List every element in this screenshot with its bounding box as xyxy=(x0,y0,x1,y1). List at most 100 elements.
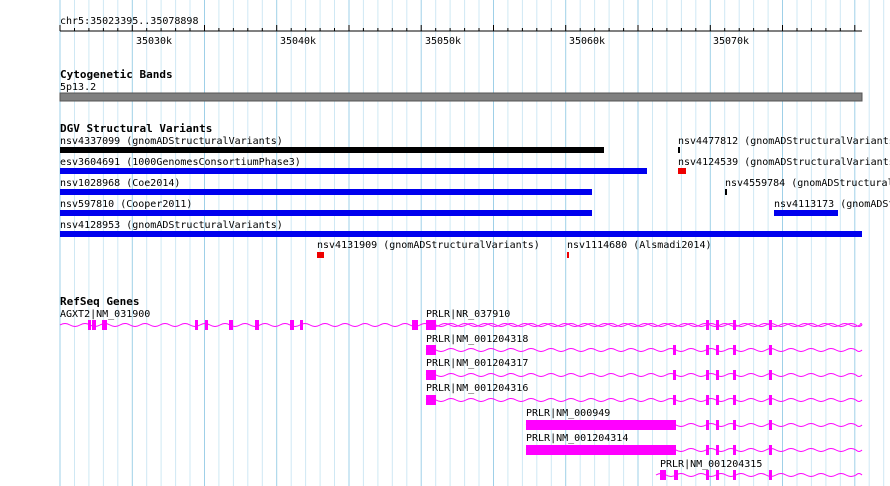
dgv-label-nsv1028968: nsv1028968 (Coe2014) xyxy=(60,178,180,189)
dgv-label-nsv4113173: nsv4113173 (gnomADStructuralVariants) xyxy=(774,199,890,210)
gene-exon xyxy=(88,320,91,330)
gene-exon xyxy=(426,370,436,380)
track-title-dgv: DGV Structural Variants xyxy=(60,122,212,135)
track-refseq-genes[interactable]: RefSeq Genes AGXT2|NM_031900 PRLR|NR_037… xyxy=(59,295,863,480)
gene-exon xyxy=(733,370,736,380)
gene-label-prlr-nm-001204315: PRLR|NM_001204315 xyxy=(660,459,762,470)
gene-exon xyxy=(673,370,676,380)
gene-exon xyxy=(426,320,436,330)
gene-exon xyxy=(706,345,709,355)
dgv-feature-nsv4128953[interactable] xyxy=(60,231,862,237)
ruler-tick-label-35030k: 35030k xyxy=(136,36,172,47)
gene-prlr-nm-000949[interactable] xyxy=(525,420,863,430)
gene-exon xyxy=(673,345,676,355)
ruler-tick-label-35050k: 35050k xyxy=(425,36,461,47)
gene-exon xyxy=(195,320,198,330)
dgv-label-nsv4128953: nsv4128953 (gnomADStructuralVariants) xyxy=(60,220,283,231)
ruler-tick-label-35040k: 35040k xyxy=(280,36,316,47)
dgv-feature-nsv4113173[interactable] xyxy=(774,210,838,216)
gene-exon xyxy=(205,320,208,330)
gene-exon xyxy=(769,320,772,330)
cytoband-5p13-2[interactable] xyxy=(59,92,863,102)
gene-prlr-nm-001204315[interactable] xyxy=(655,470,863,480)
gene-label-prlr-nm-001204316: PRLR|NM_001204316 xyxy=(426,383,528,394)
gene-exon xyxy=(674,470,678,480)
gene-exon xyxy=(412,320,418,330)
ruler-minor-ticks xyxy=(59,25,856,31)
gene-exon xyxy=(526,420,676,430)
dgv-feature-nsv4337099[interactable] xyxy=(60,147,604,153)
gene-exon xyxy=(733,445,736,455)
gene-exon xyxy=(769,395,772,405)
gene-intron xyxy=(425,348,863,352)
gene-exon xyxy=(706,395,709,405)
gene-exon xyxy=(673,445,676,455)
gene-agxt2-nm-031900[interactable] xyxy=(59,320,863,330)
dgv-label-nsv4131909: nsv4131909 (gnomADStructuralVariants) xyxy=(317,240,540,251)
dgv-label-esv3604691: esv3604691 (1000GenomesConsortiumPhase3) xyxy=(60,157,301,168)
gene-exon xyxy=(255,320,259,330)
gene-exon xyxy=(706,370,709,380)
gene-exon xyxy=(706,320,709,330)
dgv-label-nsv4124539: nsv4124539 (gnomADStructuralVariants) xyxy=(678,157,890,168)
dgv-feature-nsv4124539[interactable] xyxy=(678,168,686,174)
gene-exon xyxy=(716,345,719,355)
dgv-label-nsv4559784: nsv4559784 (gnomADStructuralVariants) xyxy=(725,178,890,189)
track-title-cytoband: Cytogenetic Bands xyxy=(60,68,173,81)
gene-label-prlr-nm-001204318: PRLR|NM_001204318 xyxy=(426,334,528,345)
gene-exon xyxy=(733,470,736,480)
gene-label-prlr-nm-000949: PRLR|NM_000949 xyxy=(526,408,610,419)
gene-prlr-nm-001204317[interactable] xyxy=(425,370,863,380)
gene-exon xyxy=(716,445,719,455)
gene-exon xyxy=(769,370,772,380)
gene-intron xyxy=(655,473,863,477)
gene-exon xyxy=(733,345,736,355)
gene-prlr-nm-001204318[interactable] xyxy=(425,345,863,355)
gene-intron xyxy=(425,398,863,402)
gene-exon xyxy=(733,420,736,430)
gene-label-agxt2-nm-031900: AGXT2|NM_031900 xyxy=(60,309,150,320)
gene-exon xyxy=(706,470,709,480)
track-dgv-structural-variants[interactable]: DGV Structural Variants nsv4337099 (gnom… xyxy=(60,122,890,258)
ruler-tick-label-35070k: 35070k xyxy=(713,36,749,47)
gene-label-prlr-nm-001204317: PRLR|NM_001204317 xyxy=(426,358,528,369)
gene-exon xyxy=(716,395,719,405)
grid-lines xyxy=(59,0,885,486)
coordinate-label: chr5:35023395..35078898 xyxy=(60,16,198,27)
gene-label-prlr-nm-001204314: PRLR|NM_001204314 xyxy=(526,433,628,444)
gene-exon xyxy=(426,395,436,405)
dgv-feature-nsv4477812[interactable] xyxy=(678,147,680,153)
dgv-feature-nsv1028968[interactable] xyxy=(60,189,592,195)
gene-exon xyxy=(769,345,772,355)
cytoband-label: 5p13.2 xyxy=(60,82,96,93)
gene-prlr-nm-001204314[interactable] xyxy=(525,445,863,455)
track-title-refseq: RefSeq Genes xyxy=(60,295,139,308)
gene-prlr-nm-001204316[interactable] xyxy=(425,395,863,405)
dgv-label-nsv597810: nsv597810 (Cooper2011) xyxy=(60,199,192,210)
gene-exon xyxy=(290,320,294,330)
dgv-feature-nsv4131909[interactable] xyxy=(317,252,324,258)
dgv-feature-nsv597810[interactable] xyxy=(60,210,592,216)
gene-exon xyxy=(769,420,772,430)
gene-prlr-nr-037910[interactable] xyxy=(425,320,863,330)
gene-exon xyxy=(673,395,676,405)
dgv-label-nsv4337099: nsv4337099 (gnomADStructuralVariants) xyxy=(60,136,283,147)
dgv-feature-nsv4559784[interactable] xyxy=(725,189,727,195)
gene-exon xyxy=(229,320,233,330)
dgv-feature-nsv1114680[interactable] xyxy=(567,252,569,258)
gene-exon xyxy=(733,320,736,330)
gene-exon xyxy=(706,445,709,455)
ruler[interactable]: chr5:35023395..35078898 35030k 35040k 35… xyxy=(59,16,862,47)
gene-exon xyxy=(733,395,736,405)
gene-exon xyxy=(92,320,96,330)
gene-exon xyxy=(102,320,107,330)
gene-exon xyxy=(706,420,709,430)
gene-exon xyxy=(769,445,772,455)
ruler-tick-label-35060k: 35060k xyxy=(569,36,605,47)
gene-intron xyxy=(425,373,863,377)
gene-exon xyxy=(673,420,676,430)
dgv-feature-esv3604691[interactable] xyxy=(60,168,647,174)
track-cytogenetic-bands[interactable]: Cytogenetic Bands 5p13.2 xyxy=(59,68,863,102)
gene-label-prlr-nr-037910: PRLR|NR_037910 xyxy=(426,309,510,320)
